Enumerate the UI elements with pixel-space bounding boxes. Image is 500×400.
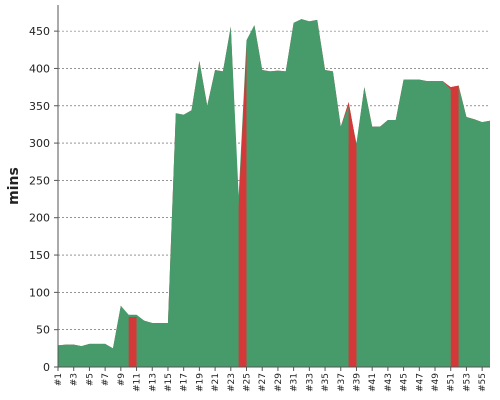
x-tick-label: #51 bbox=[447, 373, 457, 392]
x-tick-label: #33 bbox=[305, 373, 315, 392]
y-tick-label: 450 bbox=[29, 25, 50, 38]
y-tick-label: 200 bbox=[29, 212, 50, 225]
x-tick-label: #23 bbox=[227, 373, 237, 392]
y-tick-label: 100 bbox=[29, 286, 50, 299]
x-tick-label: #1 bbox=[54, 373, 64, 386]
highlight-band-3 bbox=[450, 85, 459, 368]
x-tick-label: #47 bbox=[415, 373, 425, 392]
x-tick-label: #9 bbox=[117, 373, 127, 387]
x-tick-label: #7 bbox=[101, 373, 111, 386]
x-tick-label: #35 bbox=[321, 373, 331, 392]
x-tick-label: #31 bbox=[290, 373, 300, 392]
x-tick-label: #21 bbox=[211, 373, 221, 392]
y-tick-label: 250 bbox=[29, 174, 50, 187]
y-tick-label: 150 bbox=[29, 249, 50, 262]
x-tick-label: #37 bbox=[337, 373, 347, 392]
x-tick-label: #41 bbox=[368, 373, 378, 392]
x-tick-label: #45 bbox=[400, 373, 410, 392]
x-tick-label: #43 bbox=[384, 373, 394, 392]
y-tick-label: 400 bbox=[29, 62, 50, 75]
axes bbox=[54, 5, 490, 371]
x-tick-label: #49 bbox=[431, 373, 441, 392]
x-tick-label: #25 bbox=[243, 373, 253, 392]
x-tick-label: #53 bbox=[462, 373, 472, 392]
y-tick-label: 50 bbox=[36, 324, 50, 337]
x-tick-label: #5 bbox=[85, 373, 95, 386]
y-axis-label: mins bbox=[6, 167, 22, 205]
x-tick-label: #39 bbox=[352, 373, 362, 392]
x-tick-label: #17 bbox=[180, 373, 190, 392]
x-tick-label: #29 bbox=[274, 373, 284, 392]
y-tick-labels: 0 50 100 150 200 250 300 350 400 450 bbox=[29, 25, 50, 374]
highlight-band-0 bbox=[128, 316, 137, 367]
x-tick-label: #13 bbox=[148, 373, 158, 392]
x-tick-label: #55 bbox=[478, 373, 488, 392]
x-tick-label: #11 bbox=[133, 373, 143, 392]
y-tick-label: 300 bbox=[29, 137, 50, 150]
highlight-band-2 bbox=[348, 102, 357, 367]
y-tick-label: 350 bbox=[29, 100, 50, 113]
x-tick-label: #19 bbox=[195, 373, 205, 392]
x-tick-label: #3 bbox=[70, 373, 80, 386]
x-tick-label: #27 bbox=[258, 373, 268, 392]
area-layer bbox=[58, 19, 490, 368]
series-area-green bbox=[58, 19, 490, 368]
highlight-band-1 bbox=[238, 46, 247, 368]
y-tick-label: 0 bbox=[43, 361, 50, 374]
x-tick-label: #15 bbox=[164, 373, 174, 392]
x-tick-labels: #1 #3 #5 #7 #9 #11 #13 #15 #17 #19 #21 #23 #25 #27 #29… bbox=[54, 373, 488, 392]
